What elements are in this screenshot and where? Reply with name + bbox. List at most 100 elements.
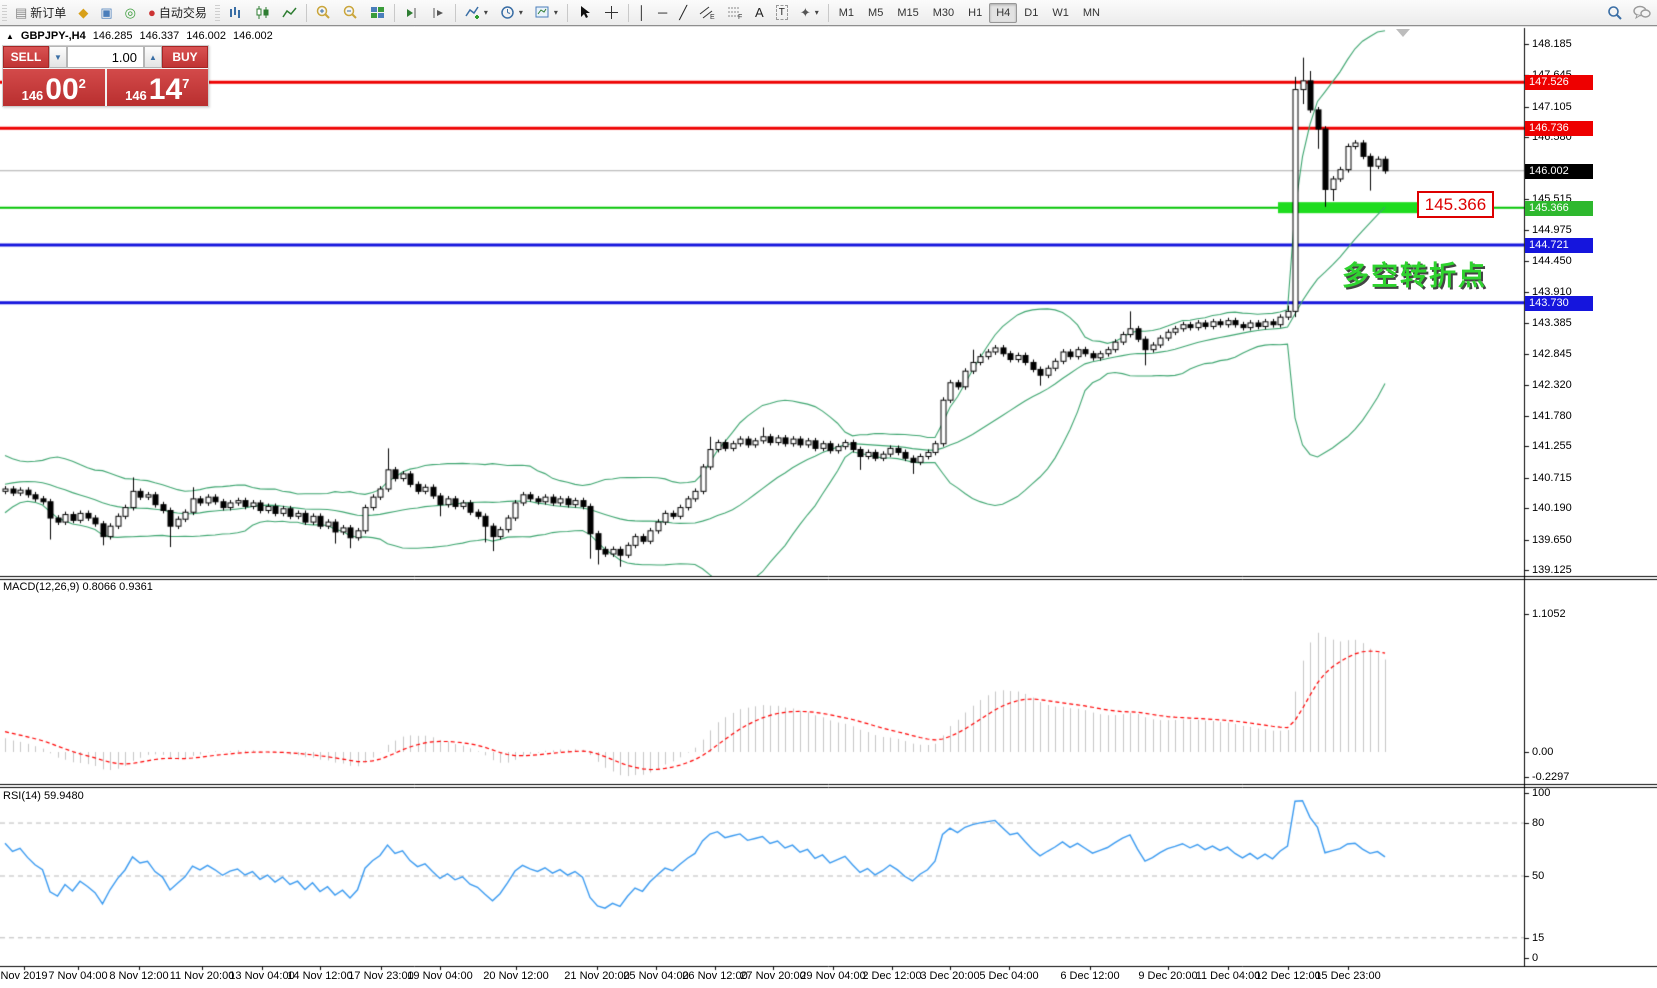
- tile-windows-button[interactable]: [365, 3, 390, 23]
- indicators-button[interactable]: ▾: [460, 3, 493, 23]
- fibonacci-icon: F: [728, 7, 742, 20]
- cursor-button[interactable]: [572, 3, 597, 23]
- buy-price-pips: 14: [148, 73, 183, 106]
- buy-price-button[interactable]: 146 14 7: [106, 69, 208, 106]
- ohlc-open: 146.285: [92, 30, 133, 42]
- rsi-axis-tick: 80: [1532, 817, 1545, 829]
- timeframe-h4[interactable]: H4: [989, 2, 1018, 23]
- time-axis-label[interactable]: 20 Nov 12:00: [483, 970, 549, 982]
- text-button[interactable]: A: [750, 3, 769, 23]
- chat-icon[interactable]: [1633, 5, 1651, 20]
- buy-button[interactable]: BUY: [162, 46, 208, 68]
- text-label-button[interactable]: T: [771, 3, 793, 23]
- volume-input[interactable]: [67, 46, 144, 68]
- vertical-line-button[interactable]: │: [633, 3, 651, 23]
- timeframe-m30[interactable]: M30: [926, 3, 961, 23]
- macd-indicator-label: MACD(12,26,9) 0.8066 0.9361: [3, 581, 153, 593]
- time-axis-label[interactable]: 26 Nov 12:00: [682, 970, 748, 982]
- time-axis-label[interactable]: 13 Nov 04:00: [229, 970, 295, 982]
- price-note-box[interactable]: 145.366: [1417, 191, 1494, 218]
- time-axis-label[interactable]: 7 Nov 04:00: [48, 970, 108, 982]
- line-chart-button[interactable]: [277, 3, 302, 23]
- timeframe-m1[interactable]: M1: [832, 3, 861, 23]
- time-axis-label[interactable]: 8 Nov 12:00: [109, 970, 169, 982]
- buy-price-point: 7: [182, 76, 190, 91]
- time-axis-label[interactable]: 11 Nov 20:00: [169, 970, 235, 982]
- templates-button[interactable]: ▾: [530, 3, 563, 23]
- timeframe-mn[interactable]: MN: [1076, 3, 1107, 23]
- collapse-icon[interactable]: ▲: [6, 31, 14, 41]
- time-axis-label[interactable]: 3 Dec 20:00: [920, 970, 980, 982]
- time-axis-label[interactable]: Nov 2019: [0, 970, 48, 982]
- timeframe-w1[interactable]: W1: [1045, 3, 1076, 23]
- time-axis-label[interactable]: 12 Dec 12:00: [1255, 970, 1321, 982]
- rsi-axis-tick: 50: [1532, 870, 1545, 882]
- macd-axis-tick: 0.00: [1532, 746, 1554, 758]
- terminal-button[interactable]: ▣: [95, 3, 117, 23]
- time-axis-label[interactable]: 15 Dec 23:00: [1315, 970, 1381, 982]
- text-icon: A: [755, 5, 764, 20]
- fibonacci-button[interactable]: F: [722, 3, 748, 23]
- new-order-button[interactable]: ▤ 新订单: [10, 3, 71, 23]
- toolbar-grip[interactable]: [2, 4, 7, 21]
- clock-icon: [501, 6, 514, 19]
- gold-button[interactable]: ◆: [73, 3, 93, 23]
- auto-scroll-button[interactable]: [399, 3, 424, 23]
- price-level-label: 143.730: [1525, 296, 1593, 311]
- sell-price-base: 146: [21, 88, 44, 103]
- price-level-label: 145.366: [1525, 201, 1593, 216]
- timeframe-d1[interactable]: D1: [1017, 3, 1045, 23]
- arrows-button[interactable]: ✦ ▾: [795, 3, 824, 23]
- toolbar-grip[interactable]: [214, 4, 220, 21]
- svg-text:E: E: [710, 14, 715, 20]
- indicators-icon: [465, 6, 479, 19]
- horizontal-line-button[interactable]: ─: [653, 3, 672, 23]
- tile-windows-icon: [370, 7, 384, 18]
- chart-shift-marker[interactable]: [1396, 29, 1410, 37]
- turning-point-annotation[interactable]: 多空转折点: [1342, 261, 1487, 291]
- sell-button[interactable]: SELL: [3, 46, 49, 68]
- buy-price-base: 146: [125, 88, 147, 103]
- bar-chart-button[interactable]: [223, 3, 248, 23]
- time-axis-label[interactable]: 25 Nov 04:00: [623, 970, 689, 982]
- macd-axis-tick: -0.2297: [1532, 771, 1570, 783]
- crosshair-button[interactable]: [599, 3, 624, 23]
- time-axis-label[interactable]: 11 Dec 04:00: [1195, 970, 1261, 982]
- auto-scroll-icon: [406, 8, 416, 18]
- text-label-icon: T: [775, 5, 788, 20]
- time-axis-label[interactable]: 5 Dec 04:00: [979, 970, 1039, 982]
- volume-decrease-button[interactable]: ▼: [49, 46, 67, 68]
- price-axis-tick: 139.650: [1532, 534, 1572, 546]
- auto-trading-button[interactable]: ● 自动交易: [143, 3, 212, 23]
- timeframe-m5[interactable]: M5: [861, 3, 890, 23]
- zoom-in-button[interactable]: [311, 3, 336, 23]
- time-axis-label[interactable]: 27 Nov 20:00: [740, 970, 806, 982]
- time-axis-label[interactable]: 21 Nov 20:00: [564, 970, 630, 982]
- time-axis-label[interactable]: 14 Nov 12:00: [287, 970, 353, 982]
- trendline-button[interactable]: ╱: [674, 3, 692, 23]
- time-axis-label[interactable]: 9 Dec 20:00: [1138, 970, 1198, 982]
- channel-icon: E: [699, 6, 715, 20]
- line-chart-icon: [282, 7, 297, 18]
- time-axis-label[interactable]: 19 Nov 04:00: [407, 970, 473, 982]
- candlestick-chart-button[interactable]: [250, 3, 275, 23]
- time-axis-label[interactable]: 17 Nov 23:00: [348, 970, 414, 982]
- volume-increase-button[interactable]: ▲: [144, 46, 162, 68]
- zoom-out-button[interactable]: [338, 3, 363, 23]
- timeframe-m15[interactable]: M15: [890, 3, 925, 23]
- price-axis-tick: 142.845: [1532, 348, 1572, 360]
- timeframe-h1[interactable]: H1: [961, 3, 989, 23]
- time-axis-label[interactable]: 2 Dec 12:00: [862, 970, 922, 982]
- time-axis-label[interactable]: 29 Nov 04:00: [800, 970, 866, 982]
- periods-button[interactable]: ▾: [495, 3, 528, 23]
- crosshair-icon: [604, 6, 618, 19]
- search-icon[interactable]: [1607, 5, 1623, 21]
- sell-price-button[interactable]: 146 00 2: [3, 69, 105, 106]
- chart-shift-button[interactable]: [426, 3, 451, 23]
- signal-button[interactable]: ◎: [120, 3, 141, 23]
- time-axis-label[interactable]: 6 Dec 12:00: [1060, 970, 1120, 982]
- ohlc-high: 146.337: [139, 30, 180, 42]
- equidistant-channel-button[interactable]: E: [694, 3, 720, 23]
